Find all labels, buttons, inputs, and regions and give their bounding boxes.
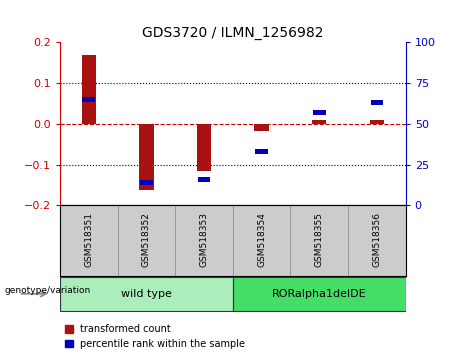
Bar bbox=[197, 124, 211, 171]
Text: GSM518356: GSM518356 bbox=[372, 212, 381, 267]
Bar bbox=[254, 124, 269, 131]
Text: GSM518352: GSM518352 bbox=[142, 212, 151, 267]
Legend: transformed count, percentile rank within the sample: transformed count, percentile rank withi… bbox=[65, 324, 245, 349]
Text: wild type: wild type bbox=[121, 289, 172, 299]
Bar bbox=[82, 55, 96, 124]
Bar bbox=[139, 124, 154, 190]
Bar bbox=[255, 149, 268, 154]
Bar bbox=[233, 277, 406, 311]
Bar bbox=[140, 180, 153, 185]
Text: RORalpha1delDE: RORalpha1delDE bbox=[272, 289, 366, 299]
Text: GSM518355: GSM518355 bbox=[315, 212, 324, 267]
Bar bbox=[313, 110, 325, 115]
Bar bbox=[312, 120, 326, 124]
Bar bbox=[60, 277, 233, 311]
Bar bbox=[83, 97, 95, 102]
Text: GSM518353: GSM518353 bbox=[200, 212, 208, 267]
Bar bbox=[370, 120, 384, 124]
Text: genotype/variation: genotype/variation bbox=[5, 286, 91, 295]
Text: GSM518351: GSM518351 bbox=[84, 212, 93, 267]
Text: GSM518354: GSM518354 bbox=[257, 212, 266, 267]
Bar bbox=[371, 100, 383, 105]
Bar bbox=[198, 177, 210, 182]
Title: GDS3720 / ILMN_1256982: GDS3720 / ILMN_1256982 bbox=[142, 26, 324, 40]
